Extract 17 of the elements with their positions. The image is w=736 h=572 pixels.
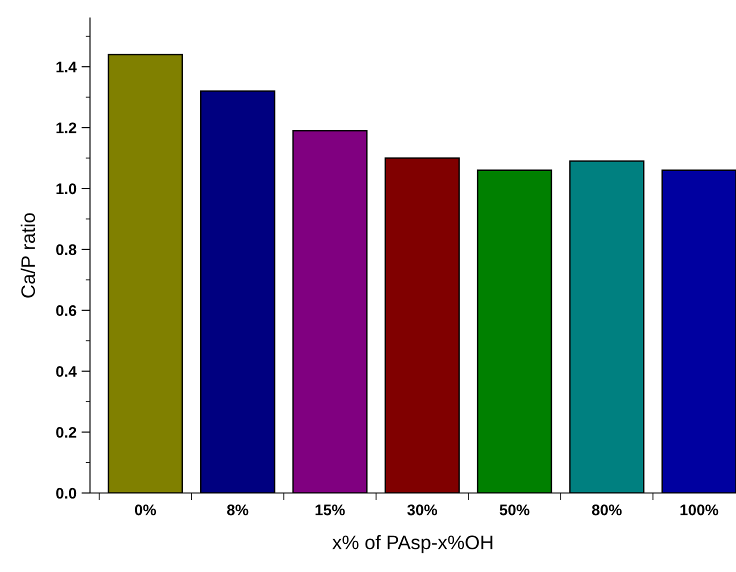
y-tick-label: 0.4 [56,366,77,377]
x-tick-label: 0% [134,504,156,516]
x-tick-label: 30% [407,504,438,516]
y-axis-title: Ca/P ratio [20,213,36,298]
y-tick-label: 0.2 [56,426,76,438]
x-tick-label: 80% [592,504,622,516]
y-tick-label: 0.6 [56,305,76,316]
y-tick-label: 0.8 [56,244,76,256]
x-axis-title: x% of PAsp-x%OH [332,535,492,554]
x-tick-label: 8% [227,504,248,516]
y-tick-label: 1.4 [56,62,77,72]
x-tick-label: 15% [316,504,345,516]
x-tick-label: 100% [680,504,718,516]
y-tick-label: 1.2 [56,122,76,134]
y-tick-label: 0.0 [56,488,76,499]
x-tick-label: 50% [500,504,530,516]
y-tick-label: 1.0 [56,183,76,194]
